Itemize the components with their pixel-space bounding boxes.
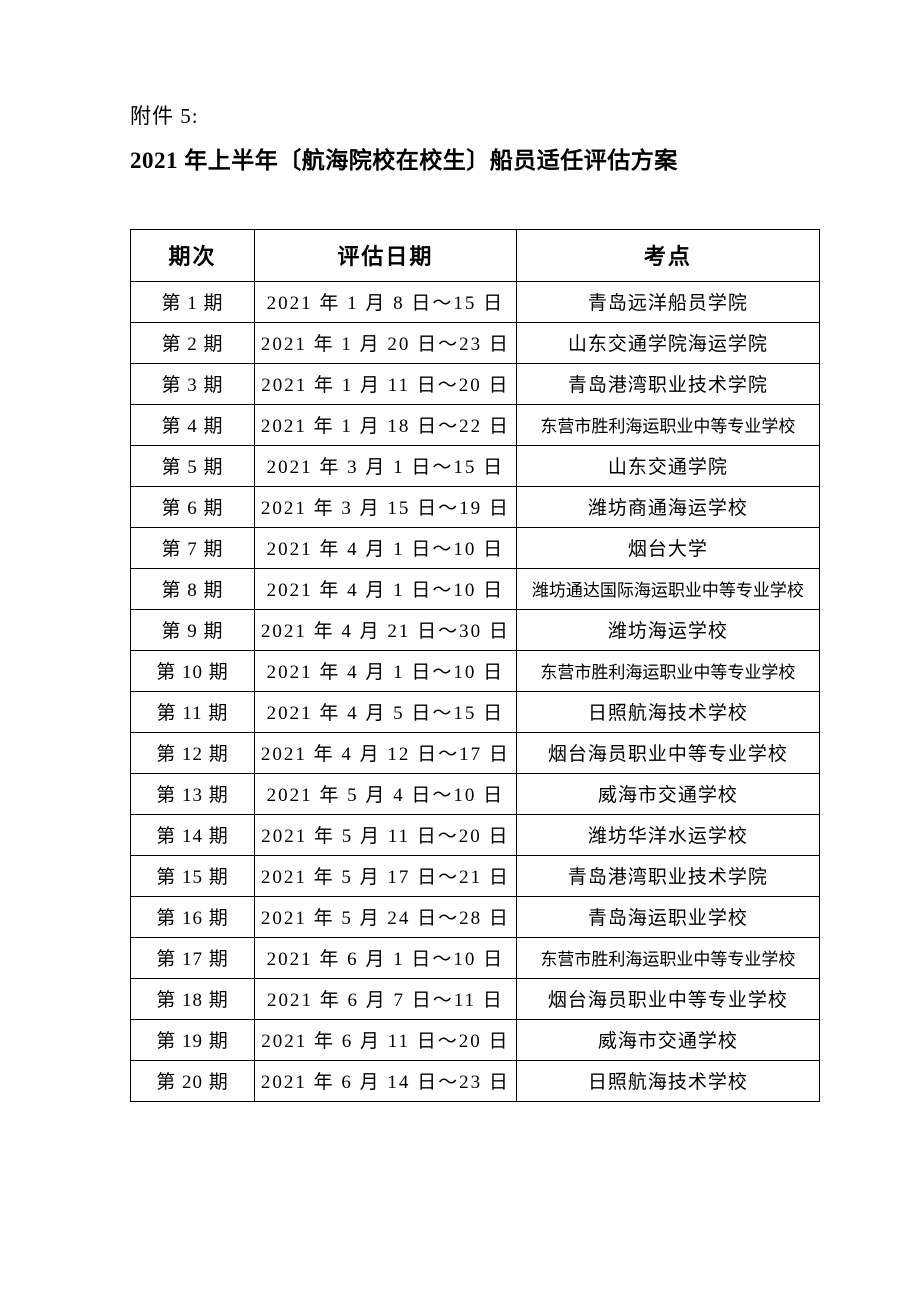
cell-site: 青岛港湾职业技术学院	[516, 855, 819, 896]
cell-site: 威海市交通学校	[516, 1019, 819, 1060]
cell-date: 2021 年 4 月 1 日～10 日	[255, 568, 517, 609]
document-title: 2021 年上半年〔航海院校在校生〕船员适任评估方案	[130, 144, 820, 179]
cell-date: 2021 年 4 月 1 日～10 日	[255, 527, 517, 568]
attachment-label: 附件 5:	[130, 100, 820, 130]
cell-date: 2021 年 5 月 4 日～10 日	[255, 773, 517, 814]
cell-period: 第 2 期	[131, 322, 255, 363]
cell-date: 2021 年 1 月 18 日～22 日	[255, 404, 517, 445]
cell-site: 青岛港湾职业技术学院	[516, 363, 819, 404]
cell-period: 第 10 期	[131, 650, 255, 691]
cell-date: 2021 年 5 月 17 日～21 日	[255, 855, 517, 896]
cell-site: 东营市胜利海运职业中等专业学校	[516, 650, 819, 691]
cell-period: 第 13 期	[131, 773, 255, 814]
cell-site: 山东交通学院	[516, 445, 819, 486]
cell-date: 2021 年 6 月 1 日～10 日	[255, 937, 517, 978]
cell-period: 第 12 期	[131, 732, 255, 773]
cell-date: 2021 年 5 月 11 日～20 日	[255, 814, 517, 855]
cell-site: 青岛海运职业学校	[516, 896, 819, 937]
table-row: 第 10 期2021 年 4 月 1 日～10 日东营市胜利海运职业中等专业学校	[131, 650, 820, 691]
cell-period: 第 16 期	[131, 896, 255, 937]
cell-period: 第 11 期	[131, 691, 255, 732]
cell-period: 第 8 期	[131, 568, 255, 609]
cell-site: 潍坊通达国际海运职业中等专业学校	[516, 568, 819, 609]
table-row: 第 19 期2021 年 6 月 11 日～20 日威海市交通学校	[131, 1019, 820, 1060]
table-row: 第 9 期2021 年 4 月 21 日～30 日潍坊海运学校	[131, 609, 820, 650]
cell-date: 2021 年 1 月 20 日～23 日	[255, 322, 517, 363]
table-row: 第 12 期2021 年 4 月 12 日～17 日烟台海员职业中等专业学校	[131, 732, 820, 773]
cell-site: 日照航海技术学校	[516, 1060, 819, 1101]
table-header-row: 期次 评估日期 考点	[131, 229, 820, 281]
cell-period: 第 15 期	[131, 855, 255, 896]
table-row: 第 1 期2021 年 1 月 8 日～15 日青岛远洋船员学院	[131, 281, 820, 322]
cell-date: 2021 年 4 月 1 日～10 日	[255, 650, 517, 691]
cell-site: 威海市交通学校	[516, 773, 819, 814]
cell-date: 2021 年 5 月 24 日～28 日	[255, 896, 517, 937]
table-row: 第 3 期2021 年 1 月 11 日～20 日青岛港湾职业技术学院	[131, 363, 820, 404]
table-row: 第 14 期2021 年 5 月 11 日～20 日潍坊华洋水运学校	[131, 814, 820, 855]
table-row: 第 7 期2021 年 4 月 1 日～10 日烟台大学	[131, 527, 820, 568]
cell-site: 烟台海员职业中等专业学校	[516, 978, 819, 1019]
header-date: 评估日期	[255, 229, 517, 281]
cell-date: 2021 年 4 月 12 日～17 日	[255, 732, 517, 773]
table-row: 第 18 期2021 年 6 月 7 日～11 日烟台海员职业中等专业学校	[131, 978, 820, 1019]
cell-site: 山东交通学院海运学院	[516, 322, 819, 363]
cell-site: 潍坊商通海运学校	[516, 486, 819, 527]
cell-date: 2021 年 3 月 15 日～19 日	[255, 486, 517, 527]
table-row: 第 5 期2021 年 3 月 1 日～15 日山东交通学院	[131, 445, 820, 486]
table-body: 第 1 期2021 年 1 月 8 日～15 日青岛远洋船员学院第 2 期202…	[131, 281, 820, 1101]
table-row: 第 4 期2021 年 1 月 18 日～22 日东营市胜利海运职业中等专业学校	[131, 404, 820, 445]
table-row: 第 17 期2021 年 6 月 1 日～10 日东营市胜利海运职业中等专业学校	[131, 937, 820, 978]
cell-site: 烟台大学	[516, 527, 819, 568]
cell-site: 日照航海技术学校	[516, 691, 819, 732]
cell-site: 烟台海员职业中等专业学校	[516, 732, 819, 773]
cell-date: 2021 年 3 月 1 日～15 日	[255, 445, 517, 486]
table-row: 第 2 期2021 年 1 月 20 日～23 日山东交通学院海运学院	[131, 322, 820, 363]
cell-date: 2021 年 4 月 21 日～30 日	[255, 609, 517, 650]
evaluation-schedule-table: 期次 评估日期 考点 第 1 期2021 年 1 月 8 日～15 日青岛远洋船…	[130, 229, 820, 1102]
cell-period: 第 9 期	[131, 609, 255, 650]
cell-period: 第 6 期	[131, 486, 255, 527]
cell-date: 2021 年 1 月 8 日～15 日	[255, 281, 517, 322]
table-row: 第 6 期2021 年 3 月 15 日～19 日潍坊商通海运学校	[131, 486, 820, 527]
cell-date: 2021 年 6 月 7 日～11 日	[255, 978, 517, 1019]
cell-period: 第 3 期	[131, 363, 255, 404]
cell-date: 2021 年 6 月 11 日～20 日	[255, 1019, 517, 1060]
table-row: 第 16 期2021 年 5 月 24 日～28 日青岛海运职业学校	[131, 896, 820, 937]
cell-period: 第 18 期	[131, 978, 255, 1019]
table-row: 第 8 期2021 年 4 月 1 日～10 日潍坊通达国际海运职业中等专业学校	[131, 568, 820, 609]
cell-site: 东营市胜利海运职业中等专业学校	[516, 404, 819, 445]
cell-period: 第 5 期	[131, 445, 255, 486]
cell-date: 2021 年 6 月 14 日～23 日	[255, 1060, 517, 1101]
cell-period: 第 1 期	[131, 281, 255, 322]
cell-date: 2021 年 4 月 5 日～15 日	[255, 691, 517, 732]
cell-date: 2021 年 1 月 11 日～20 日	[255, 363, 517, 404]
cell-site: 东营市胜利海运职业中等专业学校	[516, 937, 819, 978]
cell-period: 第 19 期	[131, 1019, 255, 1060]
table-row: 第 15 期2021 年 5 月 17 日～21 日青岛港湾职业技术学院	[131, 855, 820, 896]
table-row: 第 11 期2021 年 4 月 5 日～15 日日照航海技术学校	[131, 691, 820, 732]
table-row: 第 20 期2021 年 6 月 14 日～23 日日照航海技术学校	[131, 1060, 820, 1101]
cell-period: 第 14 期	[131, 814, 255, 855]
cell-site: 青岛远洋船员学院	[516, 281, 819, 322]
cell-site: 潍坊海运学校	[516, 609, 819, 650]
cell-period: 第 7 期	[131, 527, 255, 568]
cell-period: 第 20 期	[131, 1060, 255, 1101]
cell-period: 第 4 期	[131, 404, 255, 445]
header-site: 考点	[516, 229, 819, 281]
header-period: 期次	[131, 229, 255, 281]
table-row: 第 13 期2021 年 5 月 4 日～10 日威海市交通学校	[131, 773, 820, 814]
cell-site: 潍坊华洋水运学校	[516, 814, 819, 855]
cell-period: 第 17 期	[131, 937, 255, 978]
